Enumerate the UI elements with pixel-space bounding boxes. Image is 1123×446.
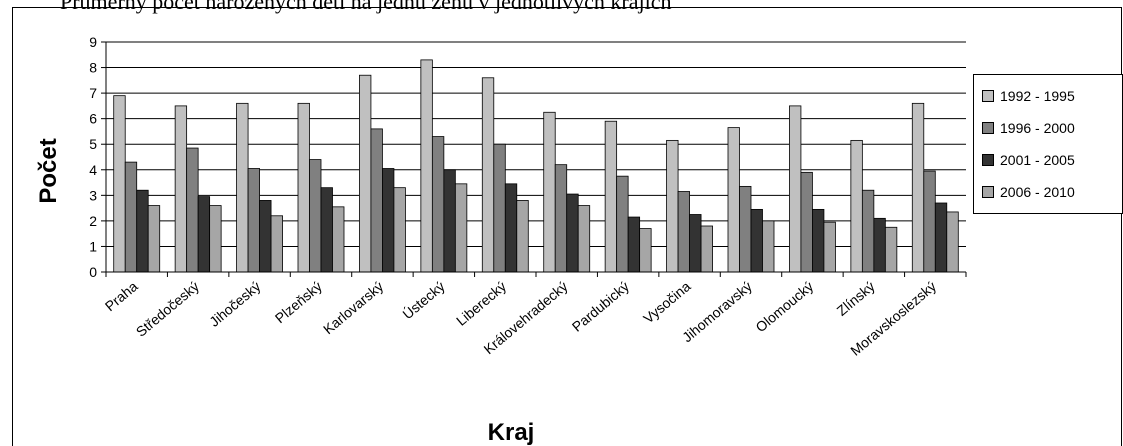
y-tick-label: 0 — [89, 264, 97, 280]
bar — [823, 221, 836, 273]
legend-swatch — [982, 186, 994, 198]
bar — [577, 205, 591, 273]
y-tick-label: 6 — [89, 111, 97, 127]
bar — [739, 185, 752, 273]
x-tick-label: Olomoucký — [752, 278, 816, 335]
bar — [247, 168, 260, 273]
legend-swatch — [982, 122, 994, 134]
bar — [873, 217, 886, 273]
bar — [604, 120, 618, 273]
bar — [850, 139, 863, 273]
bar — [554, 164, 568, 273]
bar — [677, 191, 690, 273]
bar — [911, 102, 925, 273]
bar — [443, 169, 456, 273]
bar — [186, 147, 199, 273]
bar — [147, 205, 161, 273]
gridlines — [101, 41, 966, 273]
bar — [689, 214, 702, 273]
legend-item: 2001 - 2005 — [982, 151, 1075, 169]
bar — [727, 127, 740, 273]
legend-item: 1992 - 1995 — [982, 87, 1075, 105]
bar — [124, 161, 138, 273]
bar — [259, 200, 272, 273]
x-tick-label: Ústecký — [399, 278, 447, 322]
bar — [934, 202, 948, 273]
bar — [431, 136, 445, 273]
legend-label: 1992 - 1995 — [1000, 88, 1075, 104]
y-axis-label: Počet — [35, 138, 62, 203]
axes — [105, 42, 967, 277]
bar — [812, 208, 825, 273]
bar — [270, 215, 283, 273]
bar — [297, 102, 310, 273]
bar — [750, 208, 763, 273]
legend-label: 2006 - 2010 — [1000, 184, 1075, 200]
bar — [800, 171, 813, 273]
bars — [113, 59, 959, 273]
x-tick-label: Liberecký — [453, 278, 509, 329]
bar — [923, 170, 936, 273]
x-tick-label: Středočeský — [133, 278, 202, 340]
x-tick-label: Plzeňský — [272, 278, 325, 326]
bar — [493, 143, 506, 273]
x-tick-label: Praha — [102, 278, 141, 314]
chart-frame — [12, 7, 1122, 446]
bar — [209, 205, 222, 273]
bar — [370, 128, 383, 273]
x-tick-label: Vysočina — [640, 278, 694, 327]
x-tick-label: Zlínský — [834, 278, 878, 319]
bar — [861, 189, 875, 273]
bar — [481, 77, 495, 273]
bar — [236, 102, 249, 273]
bar — [113, 95, 126, 273]
x-tick-label: Karlovarský — [320, 278, 386, 337]
y-tick-label: 8 — [89, 60, 97, 76]
legend-label: 2001 - 2005 — [1000, 152, 1075, 168]
legend-swatch — [982, 90, 994, 102]
bar — [566, 193, 579, 273]
x-axis-label: Kraj — [488, 419, 535, 446]
bar — [516, 200, 529, 273]
bar — [197, 196, 211, 273]
bar — [946, 211, 959, 273]
bar — [420, 59, 433, 273]
y-tick-label: 7 — [89, 85, 97, 101]
bar — [136, 189, 149, 273]
x-tick-label: Pardubický — [569, 278, 632, 335]
y-tick-label: 9 — [89, 34, 97, 50]
legend-label: 1996 - 2000 — [1000, 120, 1075, 136]
legend-swatch — [982, 154, 994, 166]
x-tick-label: Jihočeský — [206, 278, 263, 330]
bar — [332, 206, 345, 273]
bar — [627, 216, 641, 273]
bar — [320, 187, 333, 273]
legend-item: 1996 - 2000 — [982, 119, 1075, 137]
bar — [762, 220, 775, 273]
bar — [309, 159, 322, 273]
bar — [616, 175, 629, 273]
y-tick-label: 4 — [89, 162, 97, 178]
bar — [543, 111, 556, 273]
bar — [504, 183, 518, 273]
bar — [789, 105, 802, 273]
bar — [454, 183, 468, 273]
y-tick-labels: 0 1 2 3 4 5 6 7 8 9 — [89, 34, 97, 280]
legend-item: 2006 - 2010 — [982, 183, 1075, 201]
y-tick-label: 5 — [89, 136, 97, 152]
legend: 1992 - 1995 1996 - 2000 2001 - 2005 2006 - … — [973, 74, 1123, 214]
bar — [884, 226, 898, 273]
y-tick-label: 1 — [89, 238, 97, 254]
y-tick-label: 2 — [89, 213, 97, 229]
bar — [382, 168, 395, 273]
y-tick-label: 3 — [89, 187, 97, 203]
bar — [359, 74, 372, 273]
bar — [666, 139, 679, 273]
bar — [393, 187, 406, 273]
bar — [174, 105, 188, 273]
bar — [639, 228, 652, 273]
bar — [700, 225, 713, 273]
